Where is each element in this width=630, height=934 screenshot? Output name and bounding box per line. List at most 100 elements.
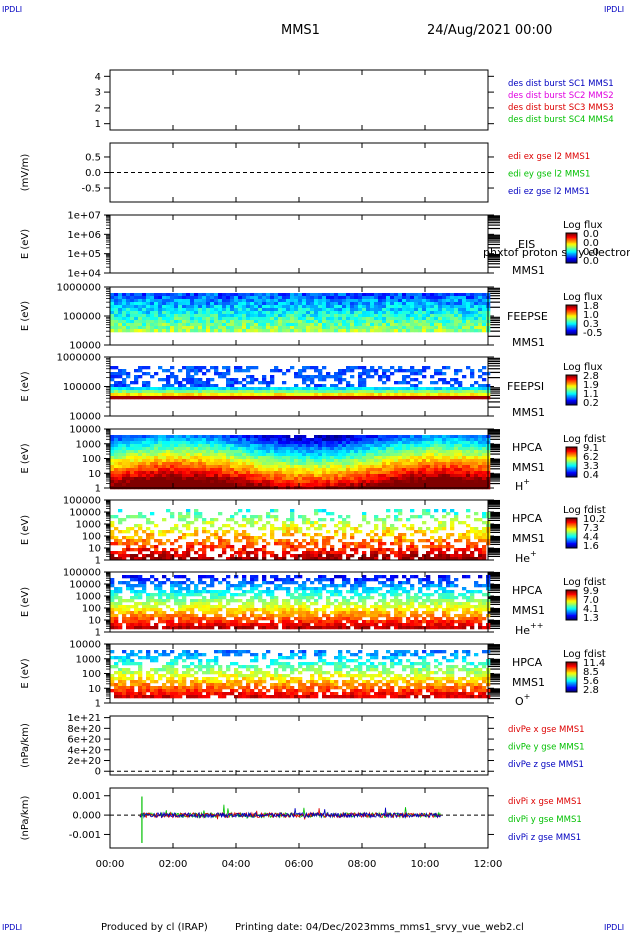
colorbar-segment (566, 256, 577, 259)
spectrogram-cell (122, 471, 127, 475)
spectrogram-cell (438, 480, 443, 484)
spectrogram-cell (314, 293, 319, 297)
spectrogram-cell (326, 471, 331, 475)
spectrogram-cell (402, 465, 407, 469)
colorbar-frame (565, 446, 578, 478)
spectrogram-cell (314, 299, 319, 303)
spectrogram-cell (326, 468, 331, 472)
spectrogram-cell (466, 539, 471, 543)
spectrogram-cell (258, 320, 263, 324)
spectrogram-cell (274, 444, 279, 448)
spectrogram-cell (118, 444, 123, 448)
spectrogram-cell (362, 542, 367, 546)
spectrogram-cell (202, 471, 207, 475)
spectrogram-cell (346, 474, 351, 478)
spectrogram-cell (434, 539, 439, 543)
spectrogram-cell (246, 314, 251, 318)
spectrogram-cell (182, 459, 187, 463)
colorbar-segment (566, 315, 577, 317)
spectrogram-cell (302, 554, 307, 558)
spectrogram-cell (310, 453, 315, 457)
spectrogram-cell (438, 477, 443, 481)
spectrogram-cell (186, 444, 191, 448)
spectrogram-cell (338, 296, 343, 300)
colorbar-label: 0.0 (583, 256, 599, 267)
spectrogram-cell (290, 468, 295, 472)
spectrogram-cell (198, 459, 203, 463)
spectrogram-cell (466, 396, 471, 400)
spectrogram-cell (210, 293, 215, 297)
spectrogram-cell (178, 317, 183, 321)
spectrogram-cell (110, 477, 115, 481)
spectrogram-cell (430, 438, 435, 442)
spectrogram-cell (210, 311, 215, 315)
spectrogram-cell (362, 441, 367, 445)
spectrogram-cell (146, 435, 151, 439)
spectrogram-cell (302, 438, 307, 442)
spectrogram-cell (150, 512, 155, 516)
spectrogram-cell (482, 299, 487, 303)
spectrogram-cell (174, 375, 179, 379)
spectrogram-cell (314, 390, 319, 394)
spectrogram-cell (398, 483, 403, 487)
spectrogram-cell (470, 474, 475, 478)
spectrogram-cell (290, 471, 295, 475)
spectrogram-cell (146, 396, 151, 400)
spectrogram-cell (450, 435, 455, 439)
spectrogram-cell (330, 317, 335, 321)
spectrogram-cell (366, 471, 371, 475)
spectrogram-cell (478, 539, 483, 543)
spectrogram-cell (362, 539, 367, 543)
spectrogram-cell (122, 548, 127, 552)
colorbar-segment (566, 240, 577, 243)
spectrogram-cell (174, 317, 179, 321)
spectrogram-cell (474, 545, 479, 549)
spectrogram-cell (274, 515, 279, 519)
spectrogram-cell (134, 468, 139, 472)
spectrogram-cell (134, 438, 139, 442)
spectrogram-cell (370, 551, 375, 555)
spectrogram-cell (302, 311, 307, 315)
spectrogram-cell (470, 465, 475, 469)
spectrogram-cell (478, 462, 483, 466)
spectrogram-cell (290, 444, 295, 448)
spectrogram-cell (170, 530, 175, 534)
spectrogram-cell (430, 468, 435, 472)
legend-entry: des dist burst SC2 MMS2 (508, 91, 614, 101)
spectrogram-cell (274, 390, 279, 394)
spectrogram-cell (118, 474, 123, 478)
spectrogram-cell (138, 545, 143, 549)
spectrogram-cell (390, 317, 395, 321)
spectrogram-cell (194, 468, 199, 472)
spectrogram-cell (294, 438, 299, 442)
spectrogram-cell (278, 441, 283, 445)
spectrogram-cell (262, 444, 267, 448)
spectrogram-cell (398, 293, 403, 297)
spectrogram-cell (178, 441, 183, 445)
spectrogram-cell (370, 462, 375, 466)
spectrogram-cell (118, 381, 123, 385)
spectrogram-cell (454, 390, 459, 394)
spectrogram-cell (318, 533, 323, 537)
spectrogram-cell (346, 447, 351, 451)
spectrogram-cell (294, 302, 299, 306)
spectrogram-cell (386, 378, 391, 382)
spectrogram-cell (198, 554, 203, 558)
spectrogram-cell (234, 539, 239, 543)
spectrogram-cell (354, 323, 359, 327)
spectrogram-cell (410, 542, 415, 546)
spectrogram-cell (226, 483, 231, 487)
spectrogram-cell (202, 393, 207, 397)
spectrogram-cell (162, 450, 167, 454)
spectrogram-cell (374, 456, 379, 460)
spectrogram-cell (238, 390, 243, 394)
spectrogram-cell (462, 521, 467, 525)
spectrogram-cell (122, 323, 127, 327)
spectrogram-cell (438, 435, 443, 439)
spectrogram-cell (110, 302, 115, 306)
spectrogram-cell (270, 396, 275, 400)
spectrogram-cell (170, 471, 175, 475)
spectrogram-cell (222, 396, 227, 400)
spectrogram-cell (462, 311, 467, 315)
spectrogram-cell (294, 453, 299, 457)
